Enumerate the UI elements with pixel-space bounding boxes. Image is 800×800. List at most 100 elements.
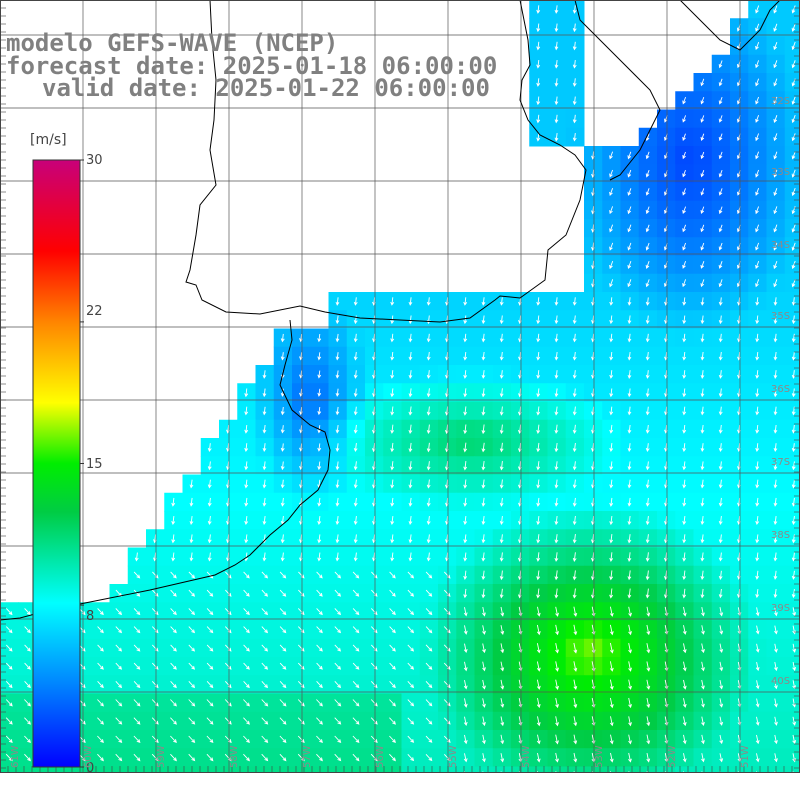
wind-arrow (24, 662, 31, 670)
wind-arrow (133, 735, 141, 743)
wind-arrow (645, 406, 650, 416)
lon-label: 56W (375, 745, 386, 768)
wind-arrow (773, 23, 778, 32)
wind-arrow (353, 424, 358, 434)
wind-arrow (262, 497, 267, 507)
wind-arrow (206, 753, 214, 762)
wind-arrow (408, 534, 413, 544)
wind-arrow (389, 662, 396, 670)
wind-arrow (316, 680, 323, 689)
wind-arrow (700, 188, 705, 196)
wind-arrow (279, 608, 287, 616)
wind-arrow (353, 370, 358, 379)
wind-arrow (791, 206, 796, 215)
wind-arrow (718, 96, 723, 105)
wind-arrow (646, 661, 651, 672)
wind-cell (419, 766, 439, 773)
wind-arrow (390, 461, 395, 471)
wind-arrow (425, 608, 433, 616)
wind-arrow (536, 60, 541, 69)
wind-arrow (407, 717, 415, 725)
wind-cell (565, 766, 585, 773)
wind-arrow (682, 261, 687, 269)
wind-cell (784, 511, 800, 530)
wind-arrow (572, 370, 577, 379)
wind-arrow (335, 333, 340, 343)
wind-arrow (188, 608, 196, 616)
wind-arrow (682, 242, 687, 251)
wind-arrow (536, 570, 541, 581)
wind-arrow (426, 461, 431, 471)
wind-arrow (755, 479, 760, 489)
wind-arrow (572, 114, 577, 124)
wind-arrow (682, 406, 687, 416)
wind-cell (784, 529, 800, 548)
wind-arrow (627, 224, 632, 233)
wind-arrow (297, 772, 300, 773)
wind-arrow (700, 461, 705, 471)
wind-arrow (627, 351, 632, 361)
wind-arrow (78, 772, 81, 773)
wind-arrow (572, 315, 577, 325)
wind-arrow (536, 333, 541, 343)
wind-arrow (719, 680, 724, 690)
wind-arrow (645, 516, 650, 526)
wind-arrow (133, 571, 141, 579)
wind-arrow (500, 643, 505, 654)
wind-arrow (353, 333, 358, 343)
wind-arrow (536, 315, 541, 325)
wind-arrow (243, 608, 250, 616)
wind-arrow (280, 425, 285, 434)
wind-arrow (645, 570, 650, 581)
wind-arrow (755, 333, 760, 343)
wind-arrow (353, 461, 358, 471)
wind-arrow (554, 588, 559, 599)
wind-arrow (353, 406, 358, 416)
wind-arrow (572, 60, 577, 69)
wind-arrow (718, 169, 723, 178)
wind-arrow (243, 680, 250, 689)
wind-arrow (572, 515, 577, 526)
wind-arrow (701, 607, 705, 617)
wind-arrow (682, 734, 687, 745)
wind-arrow (609, 661, 614, 672)
wind-arrow (408, 497, 413, 507)
wind-arrow (609, 570, 614, 581)
wind-arrow (188, 644, 196, 652)
wind-arrow (133, 680, 141, 689)
wind-arrow (463, 570, 468, 580)
wind-arrow (317, 516, 322, 526)
wind-arrow (755, 698, 760, 708)
wind-arrow (791, 60, 796, 69)
wind-arrow (243, 644, 250, 652)
wind-arrow (352, 589, 360, 597)
wind-arrow (554, 534, 559, 544)
wind-cell (784, 657, 800, 676)
wind-arrow (426, 534, 431, 544)
wind-cell (730, 766, 749, 773)
wind-arrow (279, 717, 287, 725)
wind-arrow (390, 297, 395, 306)
wind-arrow (425, 717, 433, 725)
wind-arrow (774, 753, 778, 763)
wind-arrow (207, 516, 212, 526)
wind-arrow (243, 699, 250, 707)
wind-arrow (682, 96, 687, 105)
wind-arrow (352, 608, 360, 616)
wind-arrow (682, 625, 687, 635)
wind-arrow (682, 133, 686, 141)
wind-arrow (554, 515, 559, 526)
wind-cell (784, 401, 800, 421)
wind-cell (784, 164, 800, 183)
wind-arrow (262, 552, 267, 562)
wind-arrow (572, 133, 577, 142)
wind-arrow (390, 333, 395, 343)
wind-arrow (774, 716, 778, 726)
wind-arrow (243, 735, 250, 743)
lon-label: 61W (10, 745, 21, 768)
wind-arrow (719, 607, 724, 617)
wind-arrow (316, 753, 323, 762)
wind-arrow (627, 461, 632, 471)
wind-arrow (700, 424, 705, 434)
wind-arrow (755, 115, 760, 123)
